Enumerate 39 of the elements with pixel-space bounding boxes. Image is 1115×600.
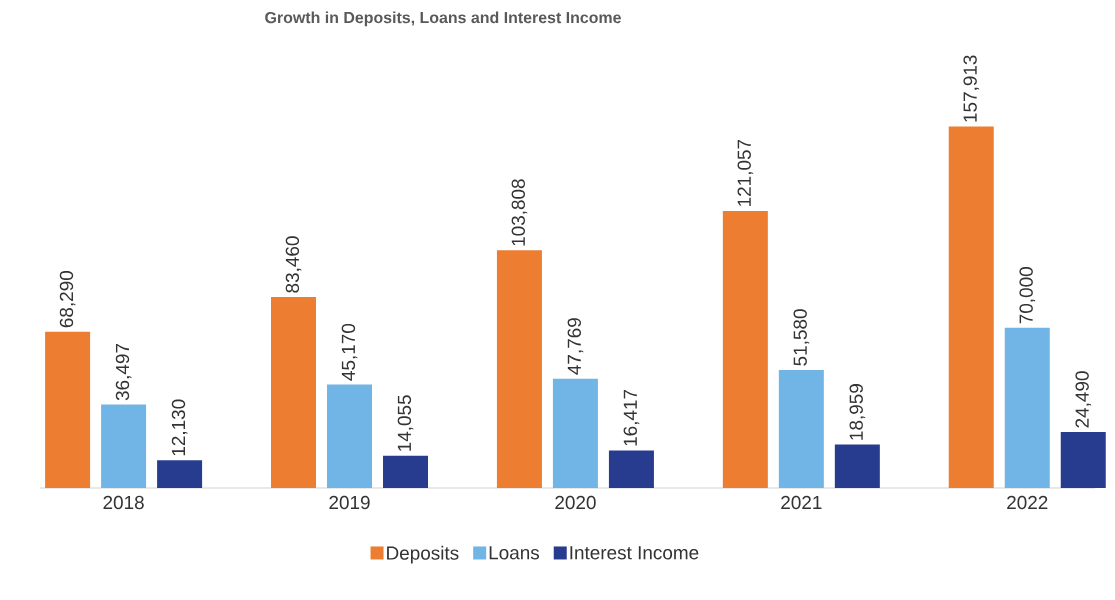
x-tick-label: 2022 (1007, 495, 1048, 510)
legend-label: Deposits (387, 545, 459, 564)
data-label: 45,170 (341, 323, 358, 381)
bar (101, 404, 147, 488)
data-label: 36,497 (115, 343, 132, 401)
bar (327, 384, 373, 488)
data-label: 70,000 (1019, 267, 1036, 324)
x-tick-label: 2021 (781, 495, 822, 510)
bar (948, 126, 994, 488)
data-label: 121,057 (737, 139, 754, 206)
data-label: 24,490 (1075, 371, 1092, 428)
data-label: 16,417 (623, 389, 640, 446)
bar (383, 455, 429, 488)
data-label: 47,769 (567, 318, 584, 375)
bar (271, 296, 317, 488)
data-label: 68,290 (59, 271, 76, 328)
bar (1004, 327, 1050, 488)
bar (157, 460, 203, 488)
x-tick-label: 2019 (329, 495, 370, 510)
data-label: 103,808 (511, 179, 528, 246)
data-label: 18,959 (849, 384, 866, 440)
bar (552, 378, 598, 488)
bar (45, 331, 91, 488)
data-label: 83,460 (285, 236, 302, 293)
data-label: 51,580 (793, 309, 810, 366)
bar (834, 444, 880, 488)
data-label: 14,055 (397, 395, 414, 451)
data-label: 157,913 (963, 55, 980, 122)
bar (496, 250, 542, 488)
bar (608, 450, 654, 488)
bar (1060, 431, 1106, 488)
x-tick-label: 2018 (103, 495, 144, 510)
legend-label: Interest Income (570, 546, 699, 560)
data-label: 12,130 (171, 399, 188, 456)
bar (778, 369, 824, 488)
x-tick-label: 2020 (555, 495, 596, 510)
bar (722, 210, 768, 488)
chart-title: Growth in Deposits, Loans and Interest Income (265, 11, 621, 27)
legend-label: Loans (489, 546, 540, 560)
